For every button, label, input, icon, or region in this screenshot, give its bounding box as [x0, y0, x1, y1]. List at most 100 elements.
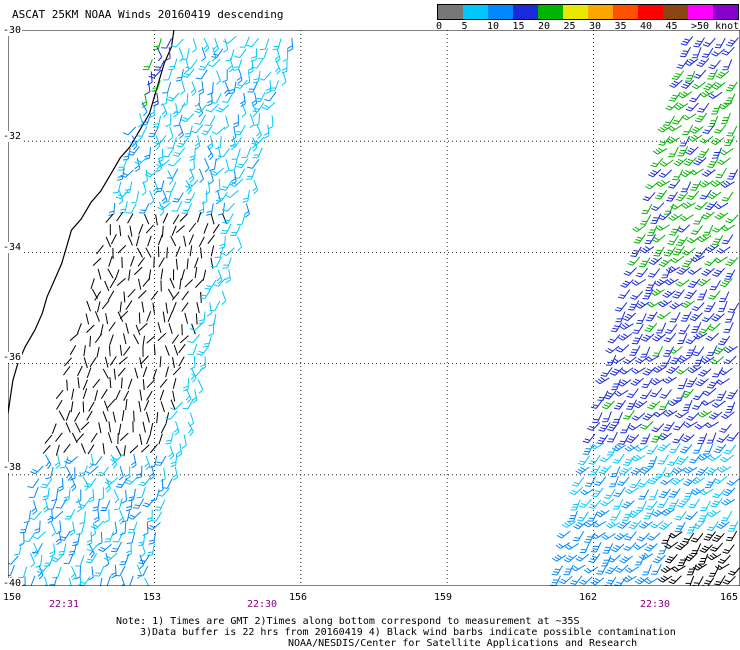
wind-barb — [601, 533, 616, 540]
wind-barb — [180, 80, 186, 95]
wind-barb — [628, 300, 640, 311]
wind-barb — [76, 498, 82, 513]
wind-barb — [647, 532, 661, 541]
wind-barb — [108, 321, 116, 332]
wind-barb — [700, 500, 711, 512]
wind-barb — [113, 368, 116, 380]
wind-barb — [686, 412, 700, 421]
wind-barb — [148, 126, 159, 137]
wind-barb — [124, 181, 133, 194]
wind-barb — [564, 543, 579, 550]
wind-barb — [711, 82, 726, 90]
wind-barb — [201, 124, 213, 135]
wind-barb — [617, 520, 631, 529]
wind-barb — [153, 60, 165, 71]
wind-barb — [94, 311, 100, 322]
wind-barb — [165, 366, 170, 378]
wind-barb — [681, 434, 695, 443]
wind-barb — [653, 246, 665, 257]
wind-barb — [646, 444, 659, 455]
wind-barb — [194, 104, 208, 114]
wind-barb — [265, 80, 272, 95]
wind-barb — [223, 38, 229, 53]
wind-barb — [166, 92, 180, 102]
wind-barb — [206, 302, 213, 317]
wind-barb — [710, 542, 723, 552]
wind-barb — [590, 399, 604, 409]
wind-barb — [167, 311, 173, 323]
wind-barb — [90, 456, 103, 466]
wind-barb — [32, 542, 39, 558]
wind-barb — [222, 92, 234, 103]
wind-barb — [551, 554, 567, 562]
wind-barb — [200, 247, 203, 259]
wind-barb — [112, 181, 122, 194]
wind-barb — [144, 169, 159, 178]
wind-barb — [668, 488, 681, 498]
legend-label-5: 25 — [563, 21, 576, 32]
wind-barb — [613, 400, 626, 410]
wind-barb — [115, 445, 122, 457]
wind-barb — [165, 412, 170, 424]
wind-barb — [28, 511, 42, 521]
wind-barb — [647, 400, 661, 410]
wind-barb — [65, 466, 72, 481]
wind-barb — [704, 201, 718, 211]
wind-barb — [191, 323, 196, 335]
wind-barb — [138, 554, 151, 565]
wind-barb — [210, 256, 222, 268]
wind-barb — [711, 48, 725, 57]
wind-barb — [660, 477, 675, 486]
wind-barb — [157, 201, 171, 211]
wind-barb — [184, 312, 189, 324]
wind-barb — [716, 157, 731, 165]
wind-barb — [258, 71, 272, 81]
wind-barb — [196, 211, 202, 223]
wind-barb — [685, 335, 699, 345]
wind-barb — [644, 323, 658, 333]
wind-barb — [724, 311, 735, 323]
wind-barb — [92, 498, 100, 512]
wind-barb — [622, 356, 637, 365]
wind-barb — [579, 542, 590, 553]
wind-barb — [146, 379, 155, 389]
wind-barb — [124, 575, 134, 586]
wind-barb — [702, 577, 715, 586]
wind-barb — [189, 147, 196, 161]
wind-barb — [169, 277, 175, 289]
wind-barb — [623, 542, 637, 551]
lat-label-38: -38 — [2, 462, 23, 473]
wind-barb — [579, 576, 593, 585]
wind-barb — [691, 400, 705, 410]
wind-barb — [727, 169, 739, 180]
wind-barb — [598, 465, 612, 475]
wind-barb — [550, 575, 562, 586]
legend-color-bar — [437, 4, 739, 20]
wind-barb — [181, 434, 187, 449]
wind-barb — [717, 300, 728, 312]
wind-barb — [726, 389, 739, 400]
wind-barb — [631, 333, 643, 345]
wind-barb — [620, 279, 634, 288]
wind-barb — [699, 488, 714, 496]
wind-barb — [124, 476, 139, 485]
wind-barb — [640, 246, 655, 254]
wind-barb — [652, 345, 664, 357]
wind-barb — [166, 247, 168, 259]
wind-barb — [609, 510, 621, 521]
wind-barb — [98, 422, 102, 434]
wind-barb — [51, 488, 59, 502]
wind-barb — [56, 399, 63, 410]
wind-barb — [146, 543, 155, 557]
wind-barb — [85, 313, 90, 325]
wind-barb — [19, 521, 29, 534]
wind-barb — [139, 389, 143, 401]
wind-barb — [75, 489, 82, 504]
wind-barb — [628, 520, 642, 530]
wind-barb — [54, 454, 61, 469]
wind-barb — [705, 466, 720, 476]
wind-barb — [171, 357, 175, 369]
wind-barb — [171, 301, 177, 313]
wind-barb — [688, 498, 701, 509]
wind-barb — [224, 158, 230, 174]
